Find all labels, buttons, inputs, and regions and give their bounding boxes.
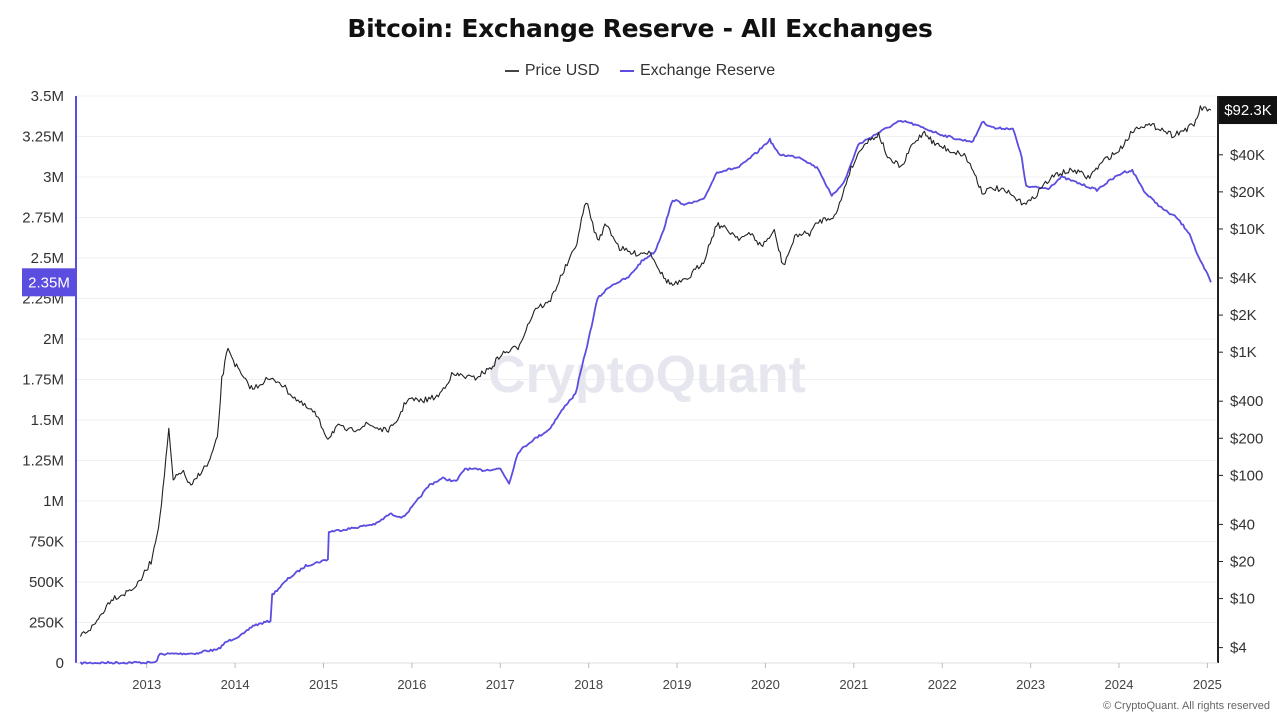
x-tick-label: 2025 bbox=[1193, 677, 1222, 692]
x-tick-label: 2020 bbox=[751, 677, 780, 692]
x-tick-label: 2015 bbox=[309, 677, 338, 692]
right-tick-label: $40K bbox=[1230, 147, 1265, 164]
right-tick-label: $10K bbox=[1230, 221, 1265, 238]
right-tick-label: $4K bbox=[1230, 270, 1257, 287]
x-tick-label: 2024 bbox=[1105, 677, 1134, 692]
right-tick-label: $10 bbox=[1230, 591, 1255, 608]
left-tick-label: 1.25M bbox=[22, 453, 64, 470]
left-tick-label: 1M bbox=[43, 493, 64, 510]
left-tick-label: 2M bbox=[43, 331, 64, 348]
left-tick-label: 0 bbox=[56, 655, 64, 672]
left-tick-label: 3.25M bbox=[22, 129, 64, 146]
series-line-price-usd bbox=[79, 105, 1212, 637]
series-line-exchange-reserve bbox=[79, 120, 1212, 665]
x-tick-label: 2017 bbox=[486, 677, 515, 692]
left-tick-label: 2.5M bbox=[31, 250, 64, 267]
legend-item-price[interactable]: Price USD bbox=[504, 62, 600, 80]
left-tick-label: 2.75M bbox=[22, 210, 64, 227]
x-tick-label: 2019 bbox=[663, 677, 692, 692]
right-tick-label: $100 bbox=[1230, 467, 1263, 484]
legend-swatch-reserve bbox=[619, 70, 634, 72]
right-current-value-label: $92.3K bbox=[1224, 102, 1272, 119]
right-tick-label: $20 bbox=[1230, 553, 1255, 570]
left-current-value-label: 2.35M bbox=[28, 274, 70, 291]
right-tick-label: $2K bbox=[1230, 307, 1257, 324]
x-tick-label: 2013 bbox=[132, 677, 161, 692]
right-tick-label: $4 bbox=[1230, 640, 1247, 657]
legend-label-price: Price USD bbox=[524, 62, 600, 79]
right-tick-label: $1K bbox=[1230, 344, 1257, 361]
left-tick-label: 500K bbox=[29, 574, 64, 591]
x-tick-label: 2021 bbox=[839, 677, 868, 692]
right-tick-label: $40 bbox=[1230, 516, 1255, 533]
right-tick-label: $20K bbox=[1230, 184, 1265, 201]
left-tick-label: 3.5M bbox=[31, 88, 64, 105]
left-tick-label: 750K bbox=[29, 534, 64, 551]
x-tick-label: 2018 bbox=[574, 677, 603, 692]
legend-label-reserve: Exchange Reserve bbox=[639, 62, 776, 79]
right-tick-label: $400 bbox=[1230, 393, 1263, 410]
left-tick-label: 3M bbox=[43, 169, 64, 186]
x-tick-label: 2014 bbox=[221, 677, 250, 692]
left-tick-label: 1.75M bbox=[22, 372, 64, 389]
x-tick-label: 2022 bbox=[928, 677, 957, 692]
copyright-notice: © CryptoQuant. All rights reserved bbox=[1102, 700, 1270, 712]
x-tick-label: 2023 bbox=[1016, 677, 1045, 692]
watermark-text: CryptoQuant bbox=[488, 346, 806, 404]
left-tick-label: 250K bbox=[29, 615, 64, 632]
left-tick-label: 1.5M bbox=[31, 412, 64, 429]
right-current-value-tag bbox=[1219, 96, 1277, 125]
right-tick-label: $200 bbox=[1230, 430, 1263, 447]
legend-item-reserve[interactable]: Exchange Reserve bbox=[619, 62, 776, 80]
legend: Price USD Exchange Reserve bbox=[0, 59, 1280, 80]
x-tick-label: 2016 bbox=[397, 677, 426, 692]
chart-title: Bitcoin: Exchange Reserve - All Exchange… bbox=[347, 14, 933, 43]
left-current-value-tag bbox=[22, 268, 76, 297]
legend-swatch-price bbox=[504, 70, 519, 72]
